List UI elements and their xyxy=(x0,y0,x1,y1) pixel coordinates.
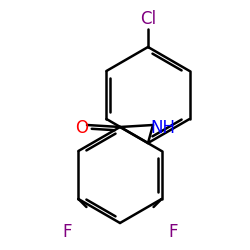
Text: F: F xyxy=(168,223,178,241)
Text: O: O xyxy=(76,119,88,137)
Text: NH: NH xyxy=(150,119,176,137)
Text: Cl: Cl xyxy=(140,10,156,28)
Text: F: F xyxy=(62,223,72,241)
